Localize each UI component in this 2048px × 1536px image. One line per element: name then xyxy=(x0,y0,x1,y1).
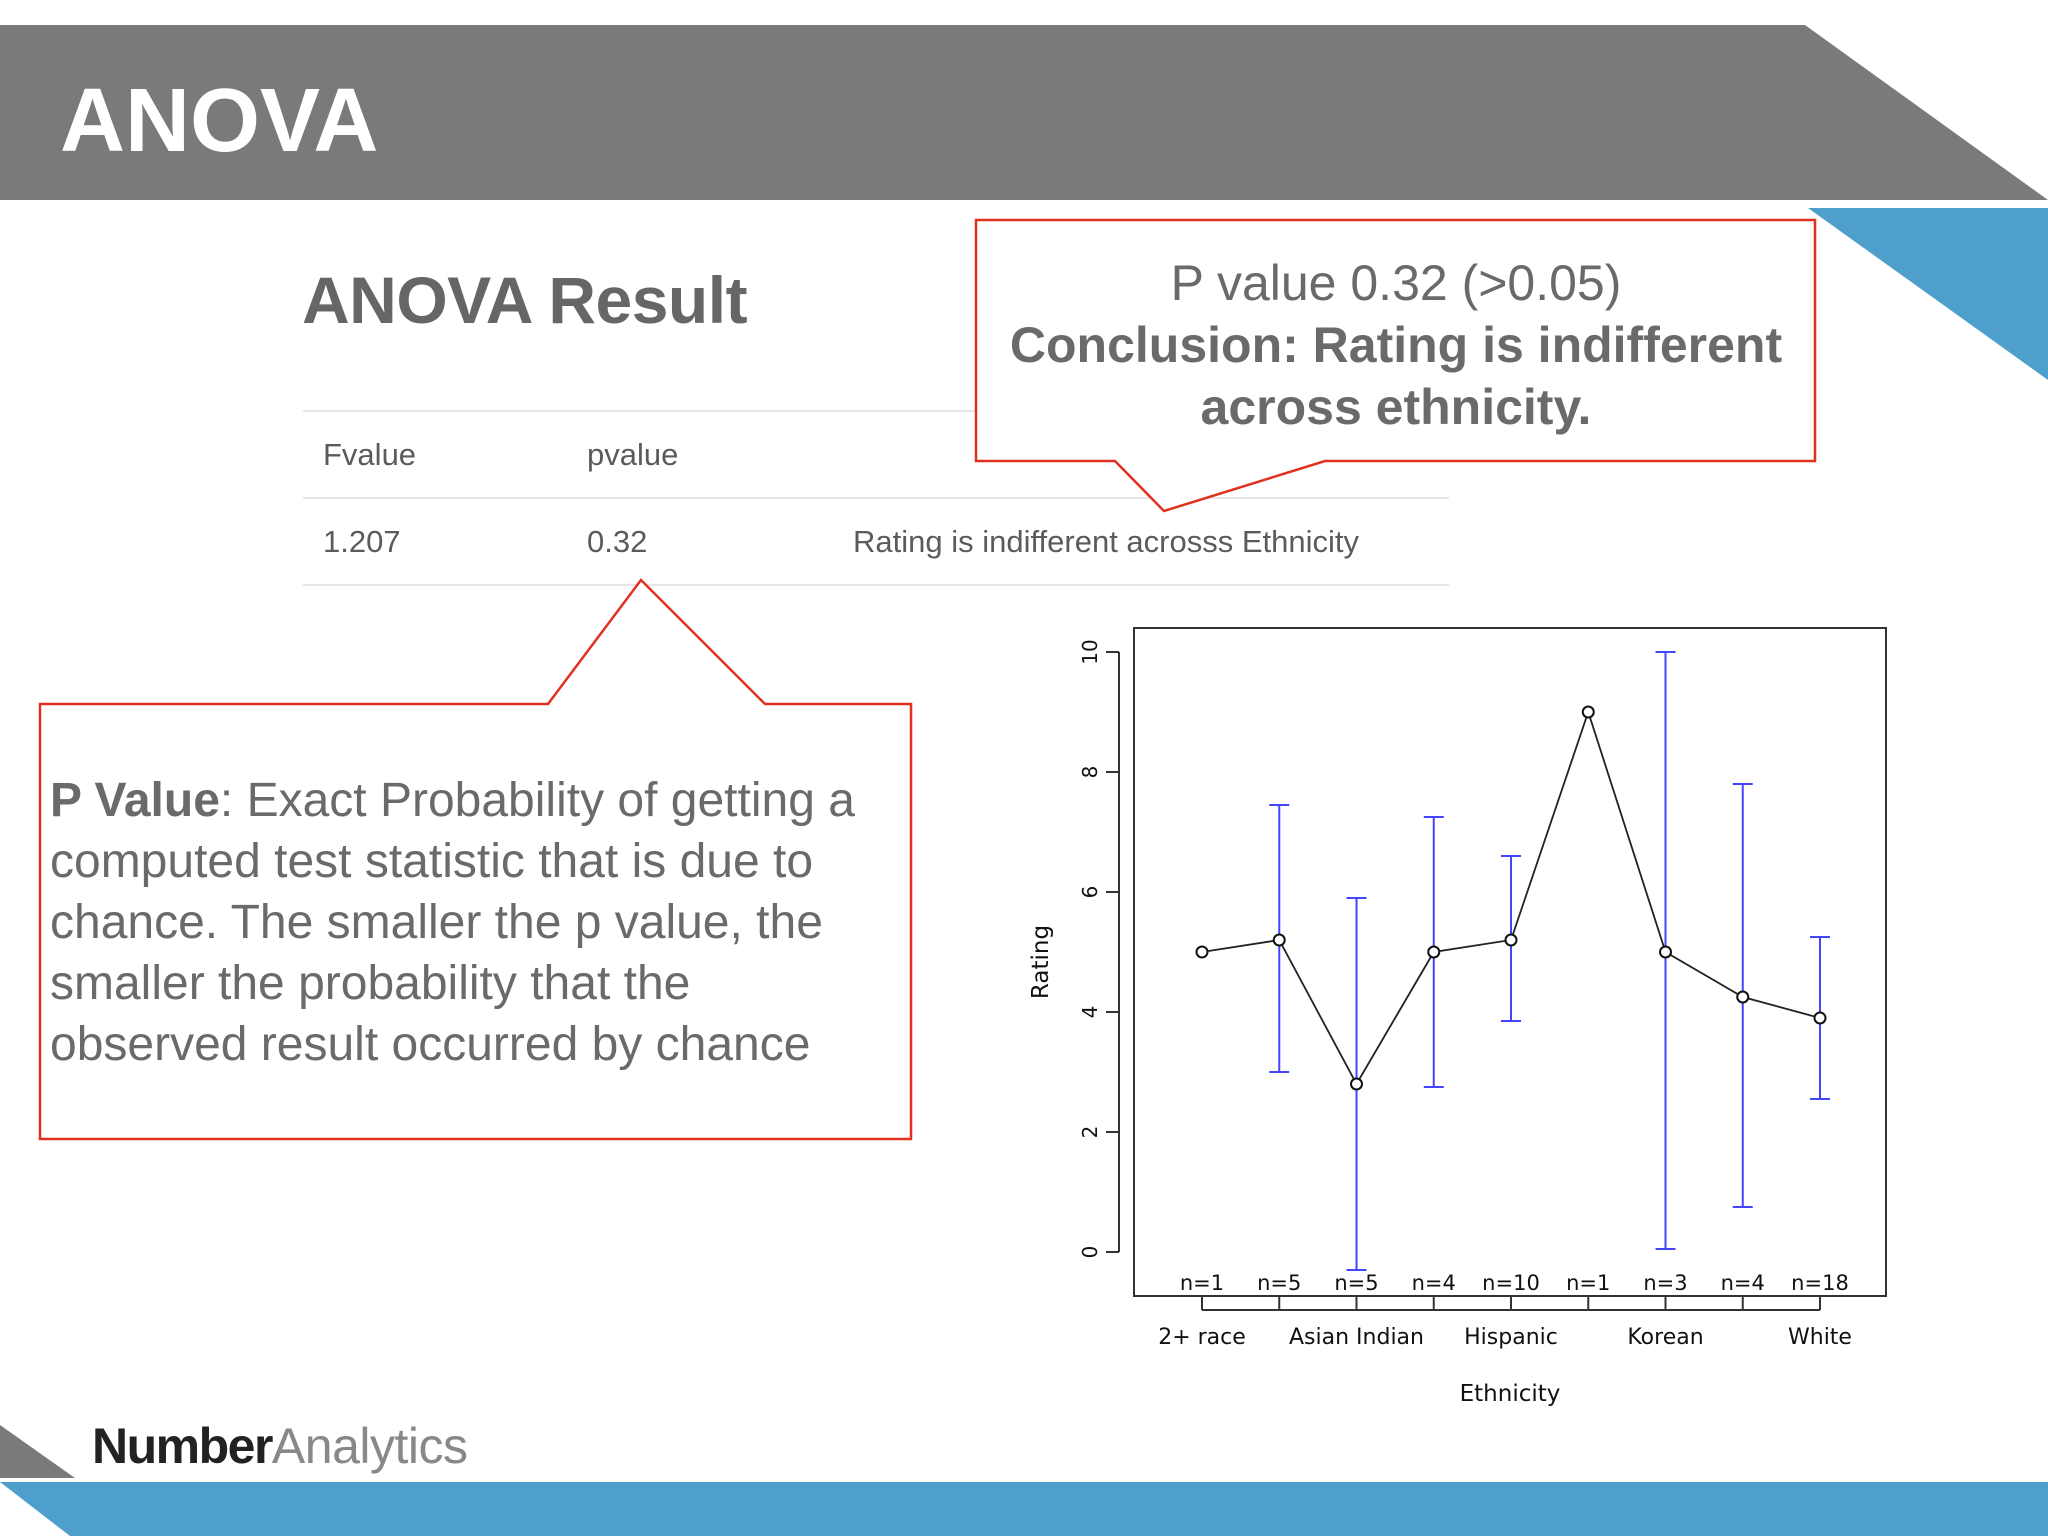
mean-point xyxy=(1581,705,1595,719)
y-axis: 0 2 4 6 8 10 xyxy=(1078,639,1120,1259)
slide-title: ANOVA xyxy=(60,71,379,171)
y-tick-label: 4 xyxy=(1078,1006,1102,1019)
y-tick-label: 8 xyxy=(1078,766,1102,779)
mean-point xyxy=(1736,990,1750,1004)
x-tick-label: 2+ race xyxy=(1158,1325,1246,1350)
callout-left-border xyxy=(38,578,913,1141)
logo-number: Number xyxy=(92,1418,273,1474)
x-tick-label: Asian Indian xyxy=(1289,1325,1424,1350)
x-axis: 2+ race Asian Indian Hispanic Korean White xyxy=(1158,1296,1852,1350)
header-band xyxy=(0,25,2048,200)
mean-point xyxy=(1659,945,1672,959)
count-label: n=4 xyxy=(1412,1271,1456,1295)
count-label: n=10 xyxy=(1482,1271,1540,1295)
count-label: n=3 xyxy=(1643,1271,1687,1295)
callout-top-border xyxy=(974,218,1817,513)
anova-result-heading: ANOVA Result xyxy=(302,263,748,337)
mean-point xyxy=(1350,1077,1363,1091)
x-tick-label: Hispanic xyxy=(1464,1325,1558,1350)
mean-series xyxy=(1195,705,1827,1091)
logo-analytics: Analytics xyxy=(271,1418,468,1474)
callout-top: P value 0.32 (>0.05) Conclusion: Rating … xyxy=(976,252,1816,438)
y-axis-label: Rating xyxy=(1028,925,1054,999)
table-row: 1.207 0.32 Rating is indifferent acrosss… xyxy=(303,497,1449,586)
callout-top-pvalue: P value 0.32 (>0.05) xyxy=(1170,255,1622,311)
rating-by-ethnicity-chart: 0 2 4 6 8 10 2+ race Asian Indian Hispanic Korea… xyxy=(1028,627,1887,1407)
y-tick-label: 6 xyxy=(1078,886,1102,899)
cell-pvalue: 0.32 xyxy=(567,497,833,586)
callout-left-term: P Value xyxy=(50,774,220,827)
count-labels: n=1 n=5 n=5 n=4 n=10 n=1 n=3 n=4 n=18 xyxy=(1180,1271,1849,1295)
column-header-pvalue: pvalue xyxy=(567,410,833,498)
callout-top-conclusion: Conclusion: Rating is indifferent xyxy=(1009,317,1783,373)
mean-point xyxy=(1813,1011,1827,1025)
x-tick-label: White xyxy=(1788,1325,1852,1350)
callout-left-definition: : Exact Probability of getting a compute… xyxy=(50,774,855,1071)
accent-triangle-top-right xyxy=(1808,208,2048,380)
mean-point xyxy=(1504,933,1518,947)
accent-triangle-bottom-left xyxy=(0,1425,75,1478)
x-tick-label: Korean xyxy=(1627,1325,1703,1350)
column-header-fvalue: Fvalue xyxy=(303,410,567,498)
count-label: n=1 xyxy=(1566,1271,1610,1295)
count-label: n=1 xyxy=(1180,1271,1224,1295)
cell-fvalue: 1.207 xyxy=(303,497,567,586)
mean-point xyxy=(1427,945,1441,959)
footer-band xyxy=(0,1482,2048,1536)
callout-left: P Value: Exact Probability of getting a … xyxy=(50,770,900,1075)
footer-triangle-white xyxy=(0,1482,70,1536)
y-tick-label: 10 xyxy=(1078,639,1102,664)
error-bars xyxy=(1269,651,1830,1271)
count-label: n=5 xyxy=(1334,1271,1378,1295)
count-label: n=4 xyxy=(1721,1271,1765,1295)
number-analytics-logo: NumberAnalytics xyxy=(92,1418,468,1474)
y-tick-label: 2 xyxy=(1078,1126,1102,1139)
cell-conclusion: Rating is indifferent acrosss Ethnicity xyxy=(833,497,1449,586)
count-label: n=18 xyxy=(1791,1271,1849,1295)
mean-point xyxy=(1272,933,1286,947)
callout-top-conclusion-cont: across ethnicity. xyxy=(1200,379,1592,435)
y-tick-label: 0 xyxy=(1078,1246,1102,1259)
mean-point xyxy=(1195,945,1209,959)
x-axis-label: Ethnicity xyxy=(1460,1381,1561,1407)
count-label: n=5 xyxy=(1257,1271,1301,1295)
